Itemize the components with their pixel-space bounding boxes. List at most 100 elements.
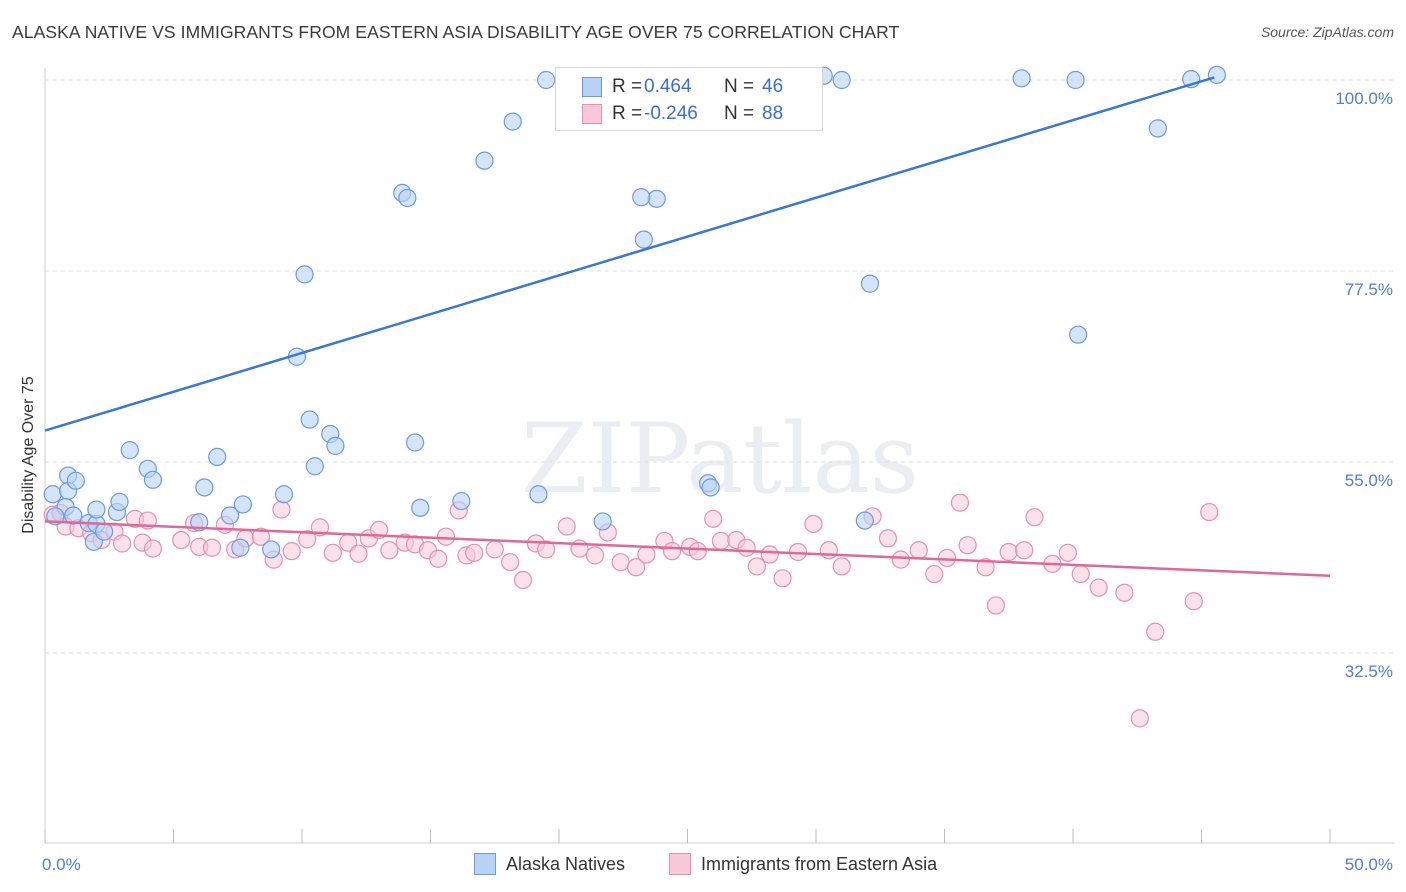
immigrants-point xyxy=(1071,564,1090,584)
alaska-natives-point xyxy=(647,189,666,208)
immigrants-point xyxy=(611,553,630,572)
immigrants-trend-line xyxy=(44,520,1331,577)
immigrants-swatch xyxy=(669,853,691,875)
alaska-natives-point xyxy=(537,70,556,90)
immigrants-point xyxy=(282,542,301,561)
immigrants-point xyxy=(1015,541,1034,560)
alaska-natives-point xyxy=(1012,69,1031,88)
legend-r-label: R = xyxy=(612,103,643,124)
immigrants-point xyxy=(1115,583,1134,602)
legend-n-value: 46 xyxy=(762,76,784,97)
immigrants-point xyxy=(1130,709,1149,728)
chart-title: ALASKA NATIVE VS IMMIGRANTS FROM EASTERN… xyxy=(12,22,900,42)
immigrants-point xyxy=(143,539,163,558)
legend-row-alaska-natives: R = 0.464 N = 46 xyxy=(582,75,783,99)
bottom-legend-immigrants: Immigrants from Eastern Asia xyxy=(669,852,937,876)
immigrants-point xyxy=(202,538,222,557)
trend-lines xyxy=(44,76,1331,577)
source-credit: Source: ZipAtlas.com xyxy=(1260,24,1394,40)
alaska-natives-point xyxy=(231,538,250,557)
alaska-natives-point xyxy=(1066,70,1085,90)
immigrants-point xyxy=(747,557,766,576)
immigrants-point xyxy=(112,534,132,553)
immigrants-point xyxy=(465,543,484,562)
immigrants-point xyxy=(958,536,977,555)
legend-r-label: R = xyxy=(612,76,643,97)
alaska-natives-point xyxy=(503,112,522,131)
immigrants-point xyxy=(773,569,792,588)
alaska-natives-point xyxy=(405,433,425,452)
bottom-legend-alaska-natives: Alaska Natives xyxy=(474,852,625,876)
immigrants-point xyxy=(662,542,682,561)
immigrants-point xyxy=(1200,502,1219,522)
legend-r-value: -0.246 xyxy=(644,103,698,124)
immigrants-point xyxy=(937,548,957,568)
y-tick-label: 100.0% xyxy=(1335,89,1393,108)
alaska-natives-point xyxy=(95,522,114,541)
correlation-legend: R = 0.464 N = 46 R = -0.246 N = 88 xyxy=(555,67,823,131)
alaska-natives-point xyxy=(143,470,163,489)
immigrants-point xyxy=(878,529,898,548)
bottom-legend-label: Alaska Natives xyxy=(506,853,626,874)
immigrants-point xyxy=(891,550,910,569)
alaska-natives-point xyxy=(87,500,106,519)
immigrants-point xyxy=(925,564,944,584)
alaska-natives-swatch xyxy=(474,853,496,875)
immigrants-point xyxy=(323,543,342,562)
alaska-natives-point xyxy=(593,512,612,531)
alaska-natives-point xyxy=(66,471,85,490)
alaska-natives-point xyxy=(295,265,314,284)
immigrants-point xyxy=(704,509,723,528)
y-tick-labels: 32.5% 55.0% 77.5% 100.0% xyxy=(1335,89,1393,681)
alaska-natives-point xyxy=(1148,119,1167,138)
immigrants-point xyxy=(760,545,779,564)
legend-n-value: 88 xyxy=(762,103,784,124)
immigrants-point xyxy=(1025,508,1044,527)
bottom-legend-label: Immigrants from Eastern Asia xyxy=(701,853,938,874)
x-tick-label: 50.0% xyxy=(1345,855,1393,874)
legend-row-immigrants: R = -0.246 N = 88 xyxy=(582,102,783,126)
immigrants-point xyxy=(1146,622,1165,641)
immigrants-point xyxy=(537,540,556,559)
legend-n-label: N = xyxy=(724,76,755,97)
immigrants-point xyxy=(585,546,605,565)
immigrants-point xyxy=(349,544,368,563)
immigrants-point xyxy=(986,596,1006,615)
immigrants-point xyxy=(688,542,707,561)
alaska-natives-trend-line xyxy=(44,76,1215,432)
alaska-natives-point xyxy=(1069,325,1088,344)
alaska-natives-point xyxy=(43,485,62,504)
y-tick-label: 55.0% xyxy=(1345,471,1393,490)
alaska-natives-point xyxy=(274,485,294,504)
immigrants-point xyxy=(429,549,448,568)
axes xyxy=(44,68,1395,844)
immigrants-point xyxy=(436,527,456,546)
immigrants-point xyxy=(251,527,270,546)
gridlines xyxy=(45,79,1395,654)
alaska-natives-point xyxy=(300,410,319,429)
y-tick-label: 77.5% xyxy=(1345,280,1393,299)
immigrants-swatch xyxy=(582,104,602,124)
immigrants-point xyxy=(909,541,928,560)
alaska-natives-point xyxy=(529,485,548,504)
alaska-natives-point xyxy=(220,506,240,525)
alaska-natives-point xyxy=(632,188,651,207)
alaska-natives-point xyxy=(233,495,252,514)
immigrants-point xyxy=(711,531,731,551)
immigrants-point xyxy=(804,514,823,534)
immigrants-point xyxy=(832,557,851,576)
alaska-natives-point xyxy=(860,274,880,293)
alaska-natives-point xyxy=(262,540,281,559)
immigrants-point xyxy=(557,517,576,536)
alaska-natives-point xyxy=(326,436,345,455)
immigrants-point xyxy=(310,518,330,537)
alaska-natives-point xyxy=(305,457,324,476)
immigrants-point xyxy=(819,541,838,560)
legend-r-value: 0.464 xyxy=(644,76,692,97)
immigrants-point xyxy=(976,558,995,577)
immigrants-point xyxy=(272,500,291,519)
immigrants-point xyxy=(626,558,646,577)
alaska-natives-point xyxy=(120,441,139,460)
alaska-natives-point xyxy=(411,498,430,517)
